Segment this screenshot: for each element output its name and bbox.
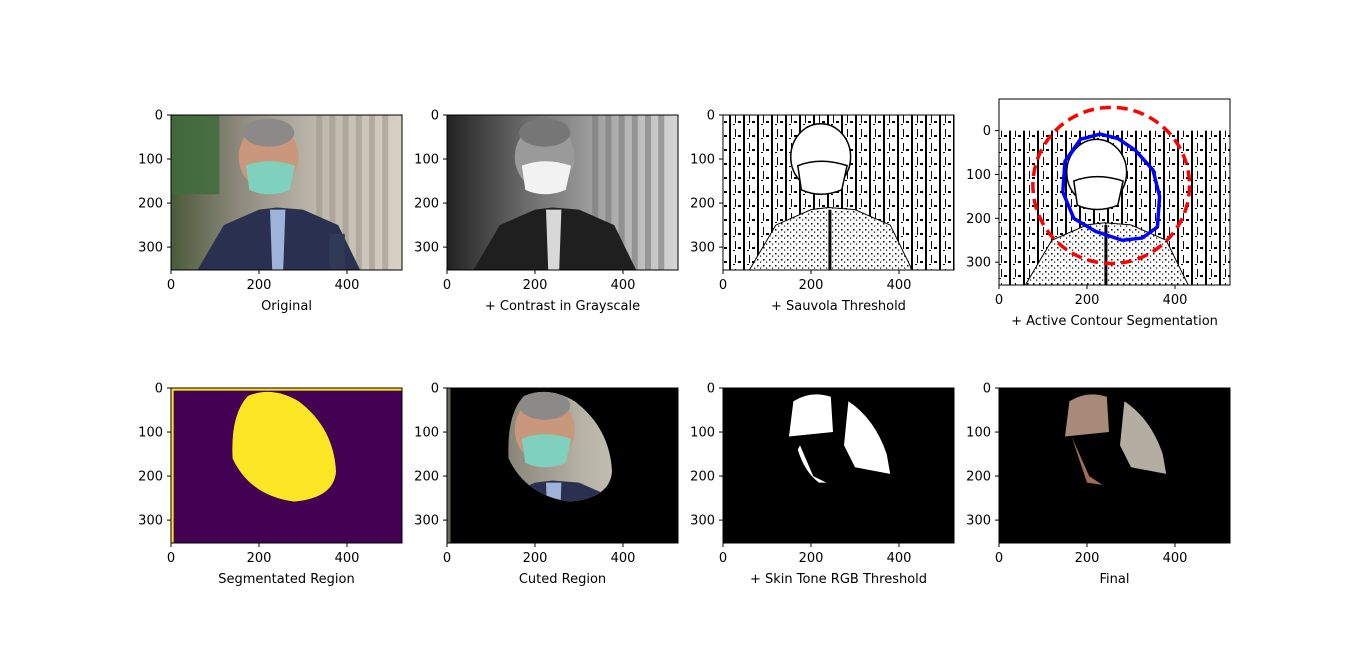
y-tick-label: 200	[690, 197, 715, 212]
x-tick-label: 400	[335, 278, 360, 293]
x-tick-label: 200	[523, 278, 548, 293]
y-tick-label: 300	[966, 514, 991, 529]
subplot-caption: + Skin Tone RGB Threshold	[750, 572, 927, 587]
y-tick-label: 0	[431, 109, 439, 124]
x-tick-label: 0	[443, 551, 451, 566]
x-tick-label: 400	[1163, 293, 1188, 308]
subplot-caption: + Sauvola Threshold	[771, 299, 906, 314]
x-tick-label: 0	[167, 278, 175, 293]
x-tick-label: 200	[247, 551, 272, 566]
x-tick-label: 400	[1163, 551, 1188, 566]
y-tick-label: 0	[983, 382, 991, 397]
y-tick-label: 0	[983, 124, 991, 139]
x-tick-label: 400	[887, 551, 912, 566]
subplot-7: 0 200 400 0 100 200 300 + Skin Tone RGB Thresho…	[690, 382, 955, 587]
x-tick-label: 0	[719, 551, 727, 566]
y-tick-label: 300	[690, 514, 715, 529]
y-tick-label: 200	[690, 470, 715, 485]
image-content	[999, 99, 1230, 285]
axes-frame	[998, 387, 1231, 544]
y-tick-label: 0	[155, 382, 163, 397]
y-tick-label: 100	[690, 426, 715, 441]
x-tick-label: 0	[443, 278, 451, 293]
image-content	[447, 115, 678, 270]
axes-frame	[722, 114, 955, 271]
subplot-3: 0 200 400 0 100 200 300 + Sauvola Threshold	[690, 109, 955, 314]
x-tick-label: 0	[995, 551, 1003, 566]
axes-frame	[170, 114, 403, 271]
image-content	[999, 388, 1230, 543]
x-tick-label: 400	[611, 278, 636, 293]
subplot-caption: Original	[261, 299, 312, 314]
subplot-6: 0 200 400 0 100 200 300 Cuted Region	[414, 382, 679, 587]
subplot-caption: Cuted Region	[519, 572, 606, 587]
image-content	[723, 388, 954, 543]
subplot-caption: + Active Contour Segmentation	[1011, 314, 1218, 329]
subplot-4: 0 200 400 0 100 200 300 + Active Contour Segmen…	[966, 98, 1231, 329]
y-tick-label: 300	[690, 241, 715, 256]
y-tick-label: 200	[414, 470, 439, 485]
axes-frame	[170, 387, 403, 544]
y-tick-label: 100	[138, 426, 163, 441]
y-tick-label: 300	[966, 256, 991, 271]
y-tick-label: 0	[707, 382, 715, 397]
x-tick-label: 400	[611, 551, 636, 566]
x-tick-label: 0	[167, 551, 175, 566]
axes-frame	[446, 387, 679, 544]
axes-frame	[446, 114, 679, 271]
active-contour-line	[1061, 132, 1162, 243]
x-tick-label: 0	[719, 278, 727, 293]
x-tick-label: 200	[799, 551, 824, 566]
y-tick-label: 0	[431, 382, 439, 397]
image-content	[723, 115, 954, 270]
y-tick-label: 200	[138, 197, 163, 212]
x-tick-label: 200	[523, 551, 548, 566]
subplot-caption: Final	[1100, 572, 1130, 587]
y-tick-label: 100	[690, 153, 715, 168]
subplot-2: 0 200 400 0 100 200 300 + Contrast in Grayscale	[414, 109, 679, 314]
y-tick-label: 100	[414, 153, 439, 168]
y-tick-label: 200	[966, 470, 991, 485]
subplot-8: 0 200 400 0 100 200 300 Final	[966, 382, 1231, 587]
y-tick-label: 0	[155, 109, 163, 124]
y-tick-label: 300	[414, 241, 439, 256]
subplot-caption: Segmentated Region	[218, 572, 354, 587]
y-tick-label: 200	[138, 470, 163, 485]
x-tick-label: 200	[1075, 551, 1100, 566]
axes-frame	[722, 387, 955, 544]
y-tick-label: 100	[138, 153, 163, 168]
x-tick-label: 400	[335, 551, 360, 566]
y-tick-label: 300	[414, 514, 439, 529]
x-tick-label: 200	[799, 278, 824, 293]
y-tick-label: 0	[707, 109, 715, 124]
y-tick-label: 300	[138, 241, 163, 256]
y-tick-label: 300	[138, 514, 163, 529]
subplot-1: 0 200 400 0 100 200 300 Original	[138, 109, 403, 314]
y-tick-label: 100	[966, 426, 991, 441]
x-tick-label: 0	[995, 293, 1003, 308]
x-tick-label: 400	[887, 278, 912, 293]
y-tick-label: 100	[966, 168, 991, 183]
x-tick-label: 200	[1075, 293, 1100, 308]
image-content	[171, 115, 402, 270]
y-tick-label: 100	[414, 426, 439, 441]
initial-contour-circle	[1031, 105, 1192, 266]
image-content	[447, 388, 678, 543]
y-tick-label: 200	[966, 212, 991, 227]
subplot-5: 0 200 400 0 100 200 300 Segmentated Region	[138, 382, 403, 587]
y-tick-label: 200	[414, 197, 439, 212]
x-tick-label: 200	[247, 278, 272, 293]
image-content	[171, 388, 402, 543]
axes-frame	[998, 98, 1231, 286]
subplot-caption: + Contrast in Grayscale	[485, 299, 640, 314]
